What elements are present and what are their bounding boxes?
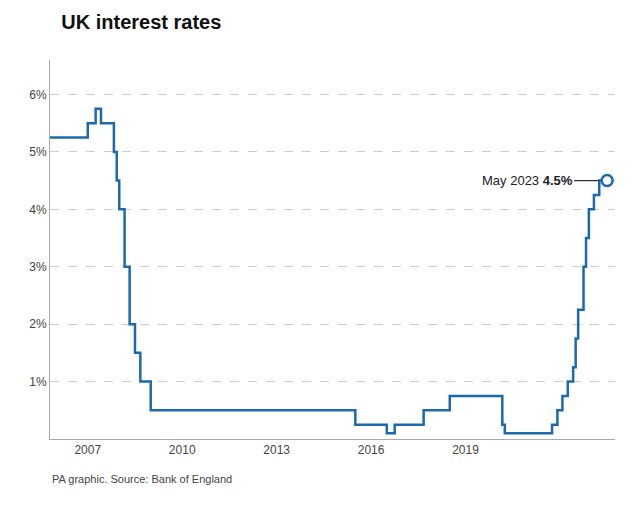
svg-text:UK interest rates: UK interest rates — [61, 11, 221, 33]
svg-text:4%: 4% — [29, 203, 47, 217]
svg-text:2007: 2007 — [74, 443, 101, 457]
svg-text:2019: 2019 — [452, 443, 479, 457]
svg-text:2013: 2013 — [263, 443, 290, 457]
svg-text:6%: 6% — [29, 88, 47, 102]
svg-text:1%: 1% — [29, 375, 47, 389]
svg-text:May 2023 4.5%: May 2023 4.5% — [482, 173, 573, 188]
svg-text:5%: 5% — [29, 145, 47, 159]
svg-text:PA graphic. Source: Bank of En: PA graphic. Source: Bank of England — [52, 473, 232, 485]
svg-text:3%: 3% — [29, 260, 47, 274]
svg-text:2010: 2010 — [169, 443, 196, 457]
svg-text:2%: 2% — [29, 317, 47, 331]
svg-text:2016: 2016 — [358, 443, 385, 457]
